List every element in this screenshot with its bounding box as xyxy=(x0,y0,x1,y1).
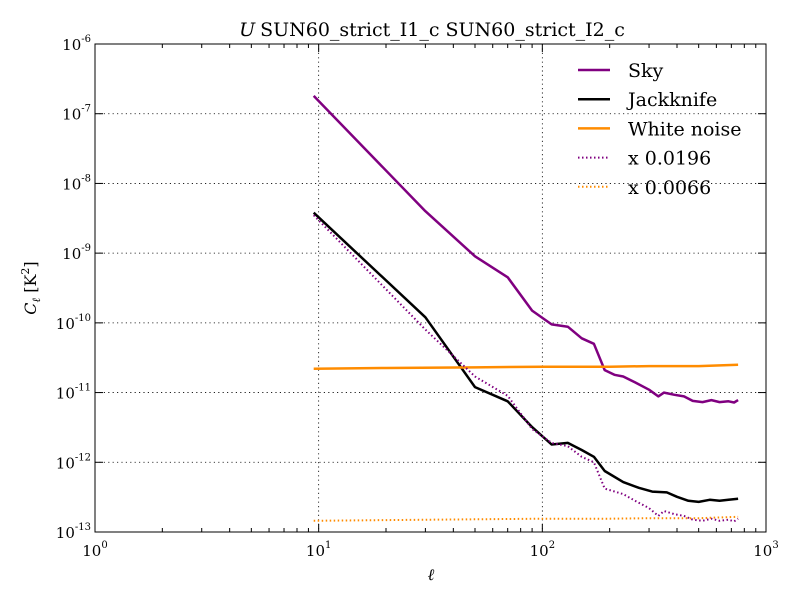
x-tick-label: 103 xyxy=(753,540,778,560)
y-tick-label-exponent: -6 xyxy=(81,34,91,45)
y-tick-label-exponent: -12 xyxy=(75,452,91,463)
x-tick-label: 100 xyxy=(82,540,107,560)
x-axis-label: ℓ xyxy=(428,565,435,584)
y-tick-label-base: 10 xyxy=(62,175,81,193)
y-tick-label-exponent: -13 xyxy=(75,522,91,533)
y-axis-label: Cℓ [K2] xyxy=(19,261,43,314)
y-tick-label: 10-9 xyxy=(62,243,91,263)
x-tick-label: 101 xyxy=(306,540,331,560)
y-tick-label-exponent: -9 xyxy=(81,243,91,254)
y-tick-label: 10-7 xyxy=(62,104,91,124)
y-axis-label-unit: [K xyxy=(21,274,40,298)
y-tick-label-exponent: -7 xyxy=(81,104,91,115)
legend-label: Jackknife xyxy=(626,89,717,111)
x-tick-label-exponent: 1 xyxy=(325,540,331,551)
series-line-1 xyxy=(312,95,739,404)
y-tick-label: 10-6 xyxy=(62,34,91,54)
legend-label: Sky xyxy=(628,60,664,82)
x-tick-label-base: 10 xyxy=(82,542,101,560)
x-tick-label-base: 10 xyxy=(753,542,772,560)
series-line-3 xyxy=(313,363,739,370)
y-axis-label-symbol: C xyxy=(21,302,40,314)
plot-frame xyxy=(94,43,767,533)
series-line-4 xyxy=(312,214,739,523)
x-tick-label-exponent: 3 xyxy=(772,540,778,551)
y-tick-label: 10-12 xyxy=(56,452,91,472)
y-axis-label-unit-close: ] xyxy=(21,261,40,267)
y-tick-label-exponent: -8 xyxy=(81,173,91,184)
x-tick-label-base: 10 xyxy=(306,542,325,560)
chart-title-symbol: U xyxy=(239,19,256,41)
y-tick-label: 10-11 xyxy=(56,383,91,403)
legend-label: White noise xyxy=(628,118,742,140)
y-tick-label-exponent: -11 xyxy=(75,383,91,394)
chart-title-text: SUN60_strict_I1_c SUN60_strict_I2_c xyxy=(260,19,625,41)
y-tick-label: 10-10 xyxy=(56,313,91,333)
grid xyxy=(95,44,766,532)
legend: Sky Jackknife White noise x 0.0196 x 0.0066 xyxy=(578,60,742,199)
y-tick-label: 10-8 xyxy=(62,173,91,193)
y-tick-label-base: 10 xyxy=(62,36,81,54)
x-tick-label-base: 10 xyxy=(530,542,549,560)
series-line-5 xyxy=(313,515,739,522)
legend-label: x 0.0066 xyxy=(628,177,711,199)
y-tick-label: 10-13 xyxy=(56,522,91,542)
x-tick-label-exponent: 0 xyxy=(101,540,107,551)
series-lines xyxy=(312,95,739,523)
x-tick-label-exponent: 2 xyxy=(549,540,555,551)
legend-label: x 0.0196 xyxy=(628,148,711,170)
chart-title: U SUN60_strict_I1_c SUN60_strict_I2_c xyxy=(239,19,625,41)
y-tick-label-base: 10 xyxy=(56,315,75,333)
y-axis-label-unit-exponent: 2 xyxy=(19,268,32,275)
axis-ticks: 100 101 102 10310-1310-1210-1110-1010-910-8… xyxy=(56,34,779,560)
y-tick-label-base: 10 xyxy=(56,524,75,542)
x-tick-label: 102 xyxy=(530,540,555,560)
y-tick-label-base: 10 xyxy=(62,106,81,124)
series-line-2 xyxy=(312,211,739,504)
y-tick-label-base: 10 xyxy=(56,454,75,472)
y-tick-label-base: 10 xyxy=(62,245,81,263)
y-axis-label-subscript: ℓ xyxy=(30,297,43,302)
y-tick-label-exponent: -10 xyxy=(75,313,91,324)
y-tick-label-base: 10 xyxy=(56,385,75,403)
